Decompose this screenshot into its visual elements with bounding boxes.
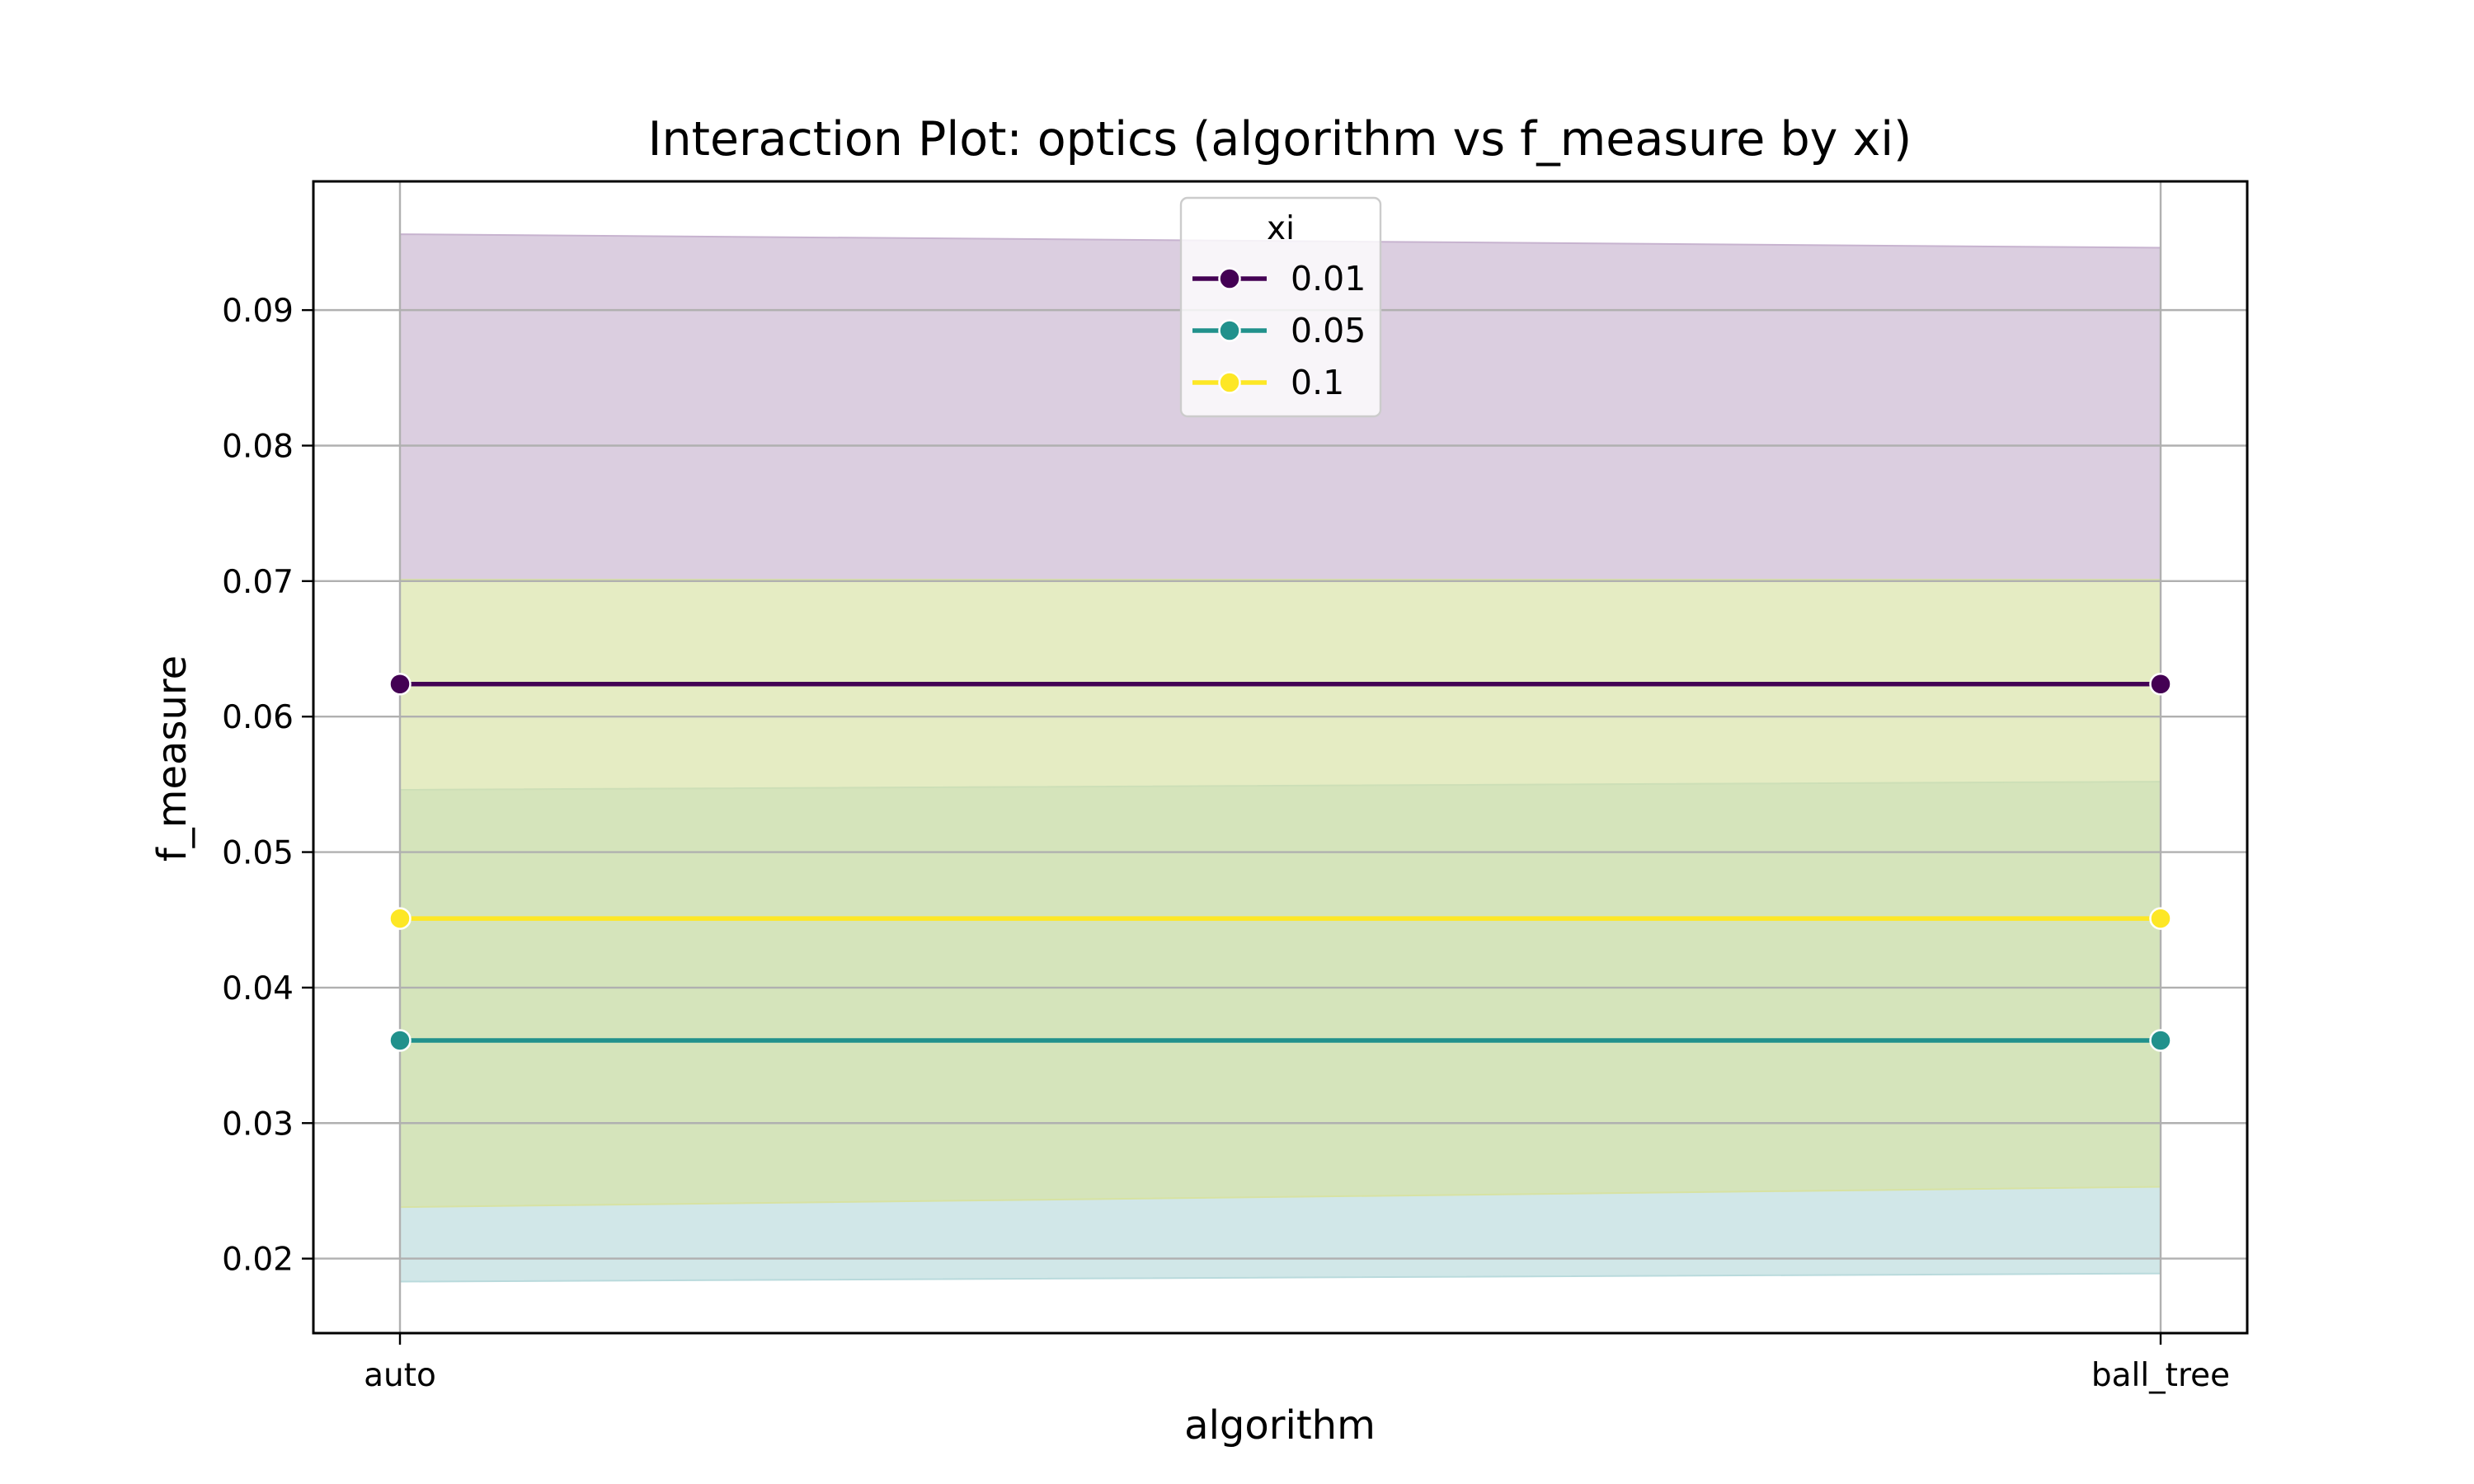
chart-title: Interaction Plot: optics (algorithm vs f… (648, 112, 1912, 167)
legend-label-xi-0.1: 0.1 (1291, 363, 1344, 402)
y-tick-label: 0.03 (222, 1106, 294, 1143)
y-tick-label: 0.08 (222, 428, 294, 465)
plot-frame (312, 180, 2249, 1335)
x-axis-ticks: auto ball_tree (364, 1333, 2230, 1394)
y-axis-label: f_measure (149, 655, 195, 862)
y-tick-label: 0.04 (222, 970, 294, 1007)
legend-box (1179, 196, 1382, 418)
point-xi-0.05 (2149, 1029, 2172, 1052)
legend-title: xi (1267, 210, 1295, 247)
legend-label-xi-0.01: 0.01 (1291, 259, 1366, 298)
legend-marker-xi-0.1 (1218, 371, 1241, 394)
legend-marker-xi-0.01 (1218, 267, 1241, 290)
grid-lines (313, 181, 2247, 1333)
y-tick-label: 0.06 (222, 699, 294, 736)
x-tick-label: auto (364, 1357, 436, 1394)
point-xi-0.01 (2149, 672, 2172, 696)
series-points (388, 672, 2172, 1052)
band-xi-0.1 (399, 579, 2161, 1209)
y-tick-label: 0.05 (222, 835, 294, 872)
legend-marker-xi-0.05 (1218, 319, 1241, 342)
point-xi-0.1 (2149, 907, 2172, 930)
confidence-bands (399, 233, 2161, 1283)
x-axis-label: algorithm (1184, 1402, 1376, 1449)
series-lines (400, 681, 2161, 1043)
y-tick-label: 0.02 (222, 1242, 294, 1279)
y-axis-ticks: 0.02 0.03 0.04 0.05 0.06 0.07 0.08 0.09 (222, 293, 313, 1279)
point-xi-0.05 (388, 1029, 412, 1052)
y-tick-label: 0.09 (222, 293, 294, 330)
point-xi-0.1 (388, 907, 412, 930)
legend-label-xi-0.05: 0.05 (1291, 311, 1366, 350)
point-xi-0.01 (388, 672, 412, 696)
y-tick-label: 0.07 (222, 564, 294, 601)
legend: xi 0.01 0.05 0.1 (1179, 196, 1382, 418)
x-tick-label: ball_tree (2091, 1357, 2230, 1394)
